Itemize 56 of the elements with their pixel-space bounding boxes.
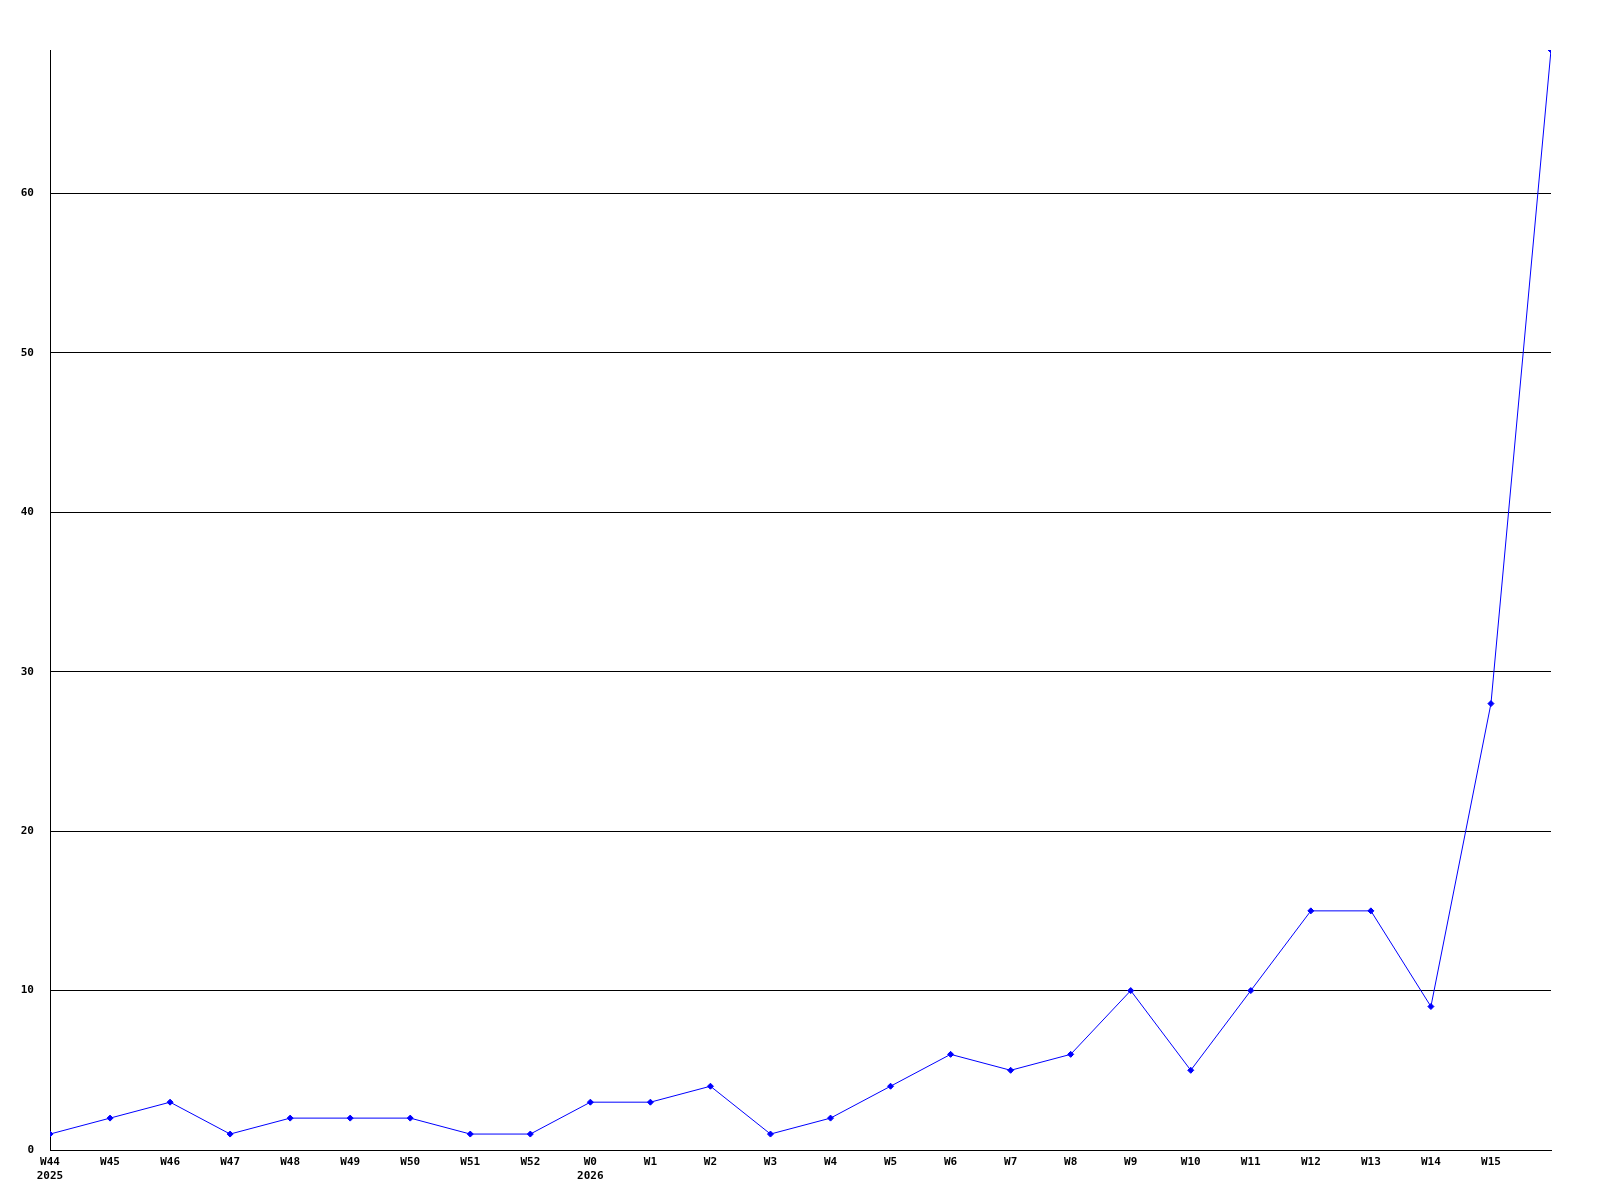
point: [947, 1050, 955, 1058]
y-tick-label: 10: [20, 983, 34, 997]
point: [406, 1114, 414, 1122]
point: [1487, 700, 1495, 708]
x-tick-label: W3: [763, 1155, 778, 1169]
point: [1187, 1066, 1195, 1074]
point: [706, 1082, 714, 1090]
x-tick-label: W46: [160, 1155, 181, 1169]
point: [1247, 987, 1255, 995]
x-tick-label: W50: [400, 1155, 421, 1169]
point: [106, 1114, 114, 1122]
x-tick-label: W51: [460, 1155, 481, 1169]
y-tick-label: 0: [27, 1142, 34, 1156]
x-tick-label: W14: [1420, 1155, 1442, 1169]
point: [1427, 1003, 1435, 1011]
x-tick-label: W8: [1064, 1155, 1078, 1169]
point: [646, 1098, 654, 1106]
x-tick-label: W15: [1481, 1155, 1501, 1169]
point: [1307, 907, 1315, 915]
point: [1007, 1066, 1015, 1074]
x-tick-label: W9: [1124, 1155, 1138, 1169]
point: [286, 1114, 294, 1122]
x-tick-label: W2: [703, 1155, 718, 1169]
y-tick-label: 40: [20, 505, 34, 519]
point: [466, 1130, 474, 1138]
x-tick-label: W12: [1300, 1155, 1321, 1169]
x-tick-label: W48: [280, 1155, 301, 1169]
point: [586, 1098, 594, 1106]
x-tick-label: W4: [823, 1155, 838, 1169]
x-tick-label: W6: [943, 1155, 958, 1169]
x-tick-label: W10: [1180, 1155, 1201, 1169]
point: [226, 1130, 234, 1138]
x-tick-label: W5: [883, 1155, 898, 1169]
point: [166, 1098, 174, 1106]
y-tick-label: 60: [20, 186, 34, 200]
point: [766, 1130, 774, 1138]
point: [1367, 907, 1375, 915]
point: [887, 1082, 895, 1090]
y-tick-label: 20: [20, 824, 34, 838]
point: [1127, 987, 1135, 995]
x-tick-label: W1: [643, 1155, 658, 1169]
x-tick-label: W44 2025: [36, 1155, 64, 1182]
x-tick-label: W0 2026: [577, 1155, 604, 1182]
x-tick-label: W7: [1004, 1155, 1018, 1169]
point: [827, 1114, 835, 1122]
point: [526, 1130, 534, 1138]
y-tick-label: 50: [20, 345, 34, 359]
x-tick-label: W47: [220, 1155, 241, 1169]
point: [346, 1114, 354, 1122]
x-tick-label: W49: [340, 1155, 361, 1169]
x-tick-label: W52: [520, 1155, 541, 1169]
x-tick-label: W11: [1240, 1155, 1262, 1169]
x-tick-label: W13: [1360, 1155, 1381, 1169]
point: [1067, 1050, 1075, 1058]
y-tick-label: 30: [20, 664, 34, 678]
x-tick-label: W45: [100, 1155, 120, 1169]
